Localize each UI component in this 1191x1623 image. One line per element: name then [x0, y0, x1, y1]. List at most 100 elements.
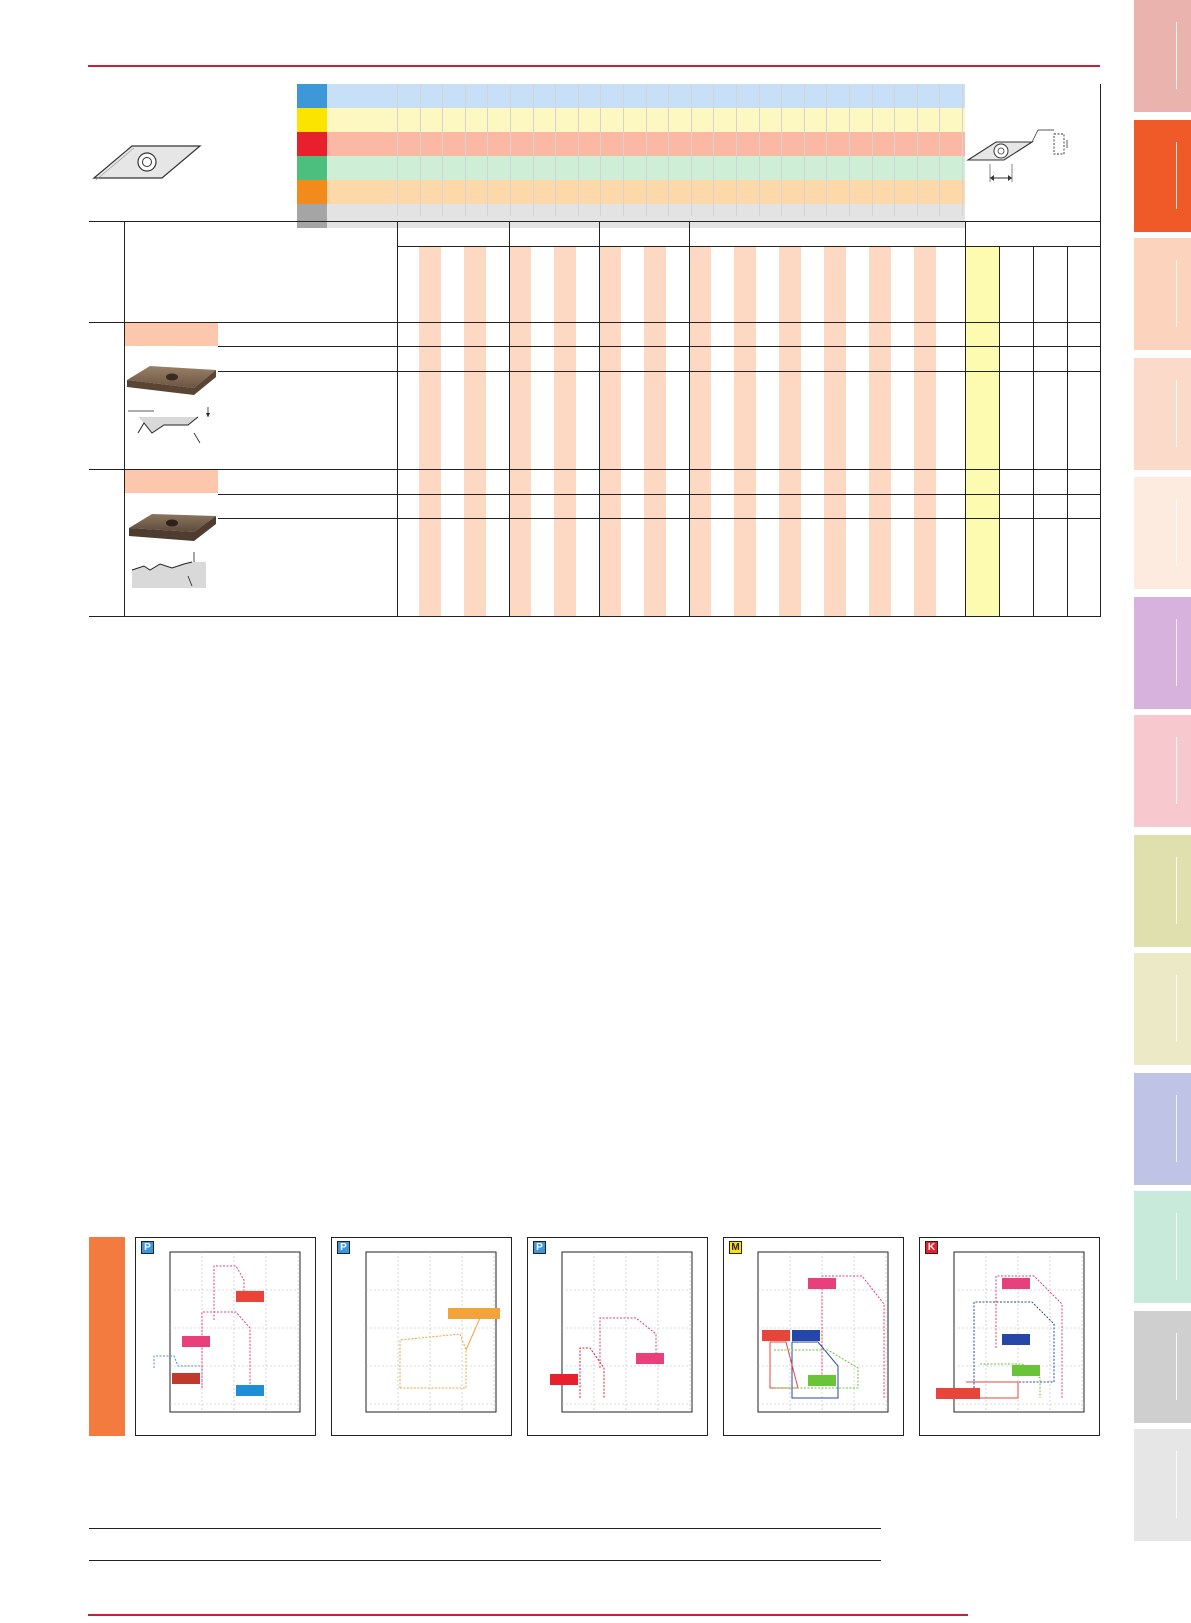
- band-grid-line: [736, 84, 737, 216]
- material-code: K: [297, 145, 298, 146]
- insert-photo-1: [127, 366, 216, 395]
- tab-icon: [1176, 142, 1177, 209]
- range-panel-3: P: [527, 1237, 708, 1436]
- cond-col-2: [1033, 246, 1034, 616]
- cutting-profile-2: [131, 552, 206, 588]
- range-panel-2: P: [331, 1237, 512, 1436]
- tab-icon: [1176, 975, 1177, 1042]
- range-chart: [365, 1251, 500, 1413]
- side-tab-3: [1134, 238, 1191, 350]
- tab-icon: [1176, 1213, 1177, 1280]
- band-grid-line: [397, 84, 398, 216]
- bottom-rule: [88, 1614, 968, 1616]
- material-code: N: [297, 169, 298, 170]
- group2-row2-line: [218, 518, 1101, 519]
- band-grid-line: [872, 84, 873, 216]
- stripe-column: [644, 246, 666, 616]
- band-grid-line: [578, 84, 579, 216]
- band-grid-line: [759, 84, 760, 216]
- side-tab-5: [1134, 477, 1191, 589]
- side-tab-6: [1134, 597, 1191, 709]
- side-tab-13: [1134, 1429, 1191, 1541]
- tab-icon: [1176, 619, 1177, 686]
- table-bottom-line: [89, 616, 1101, 617]
- stripe-column: [509, 246, 531, 616]
- range-chart: [757, 1251, 889, 1413]
- footer-rule-1: [89, 1528, 881, 1529]
- panel-badge: P: [337, 1241, 350, 1254]
- side-tab-1: [1134, 0, 1191, 112]
- band-grid-line: [668, 84, 669, 216]
- material-code: H: [297, 217, 298, 218]
- stripe-column: [464, 246, 486, 616]
- side-tab-12: [1134, 1311, 1191, 1423]
- tab-icon: [1176, 1451, 1177, 1518]
- group-divider-2: [599, 221, 600, 616]
- band-grid-line: [600, 84, 601, 216]
- cond-col-1: [999, 246, 1000, 616]
- group-divider-1: [509, 221, 510, 616]
- band-grid-line: [487, 84, 488, 216]
- panel-badge: M: [729, 1241, 742, 1254]
- stripe-column: [554, 246, 576, 616]
- group-divider-4: [965, 221, 966, 616]
- tab-icon: [1176, 737, 1177, 804]
- insert-shape-icon: [92, 145, 202, 181]
- tab-icon: [1176, 1095, 1177, 1162]
- group-divider-3: [689, 221, 690, 616]
- range-chart: [550, 1251, 693, 1413]
- band-grid-line: [510, 84, 511, 216]
- top-rule: [88, 65, 1100, 67]
- tab-icon: [1176, 380, 1177, 447]
- section-orange-bar: [89, 1237, 125, 1436]
- range-chart: [153, 1251, 301, 1413]
- tab-icon: [1176, 499, 1177, 566]
- material-code: M: [297, 121, 298, 122]
- side-tab-4: [1134, 358, 1191, 470]
- highlight-column: [965, 246, 999, 616]
- material-swatch-h: H: [297, 204, 327, 228]
- group1-row1-line: [218, 346, 1101, 347]
- cutting-profile-1: [128, 407, 218, 449]
- first-col-line: [124, 221, 125, 616]
- tab-icon: [1176, 1333, 1177, 1400]
- stripe-column: [779, 246, 801, 616]
- stripe-column: [869, 246, 891, 616]
- band-grid-line: [420, 84, 421, 216]
- material-swatch-m: M: [297, 108, 327, 132]
- tab-icon: [1176, 22, 1177, 89]
- band-grid-line: [691, 84, 692, 216]
- band-grid-line: [781, 84, 782, 216]
- material-code: S: [297, 193, 298, 194]
- panel-badge: K: [925, 1241, 938, 1254]
- right-border-line: [1100, 84, 1101, 616]
- material-swatch-p: P: [297, 84, 327, 108]
- cond-col-3: [1067, 246, 1068, 616]
- stripe-column: [914, 246, 936, 616]
- side-tab-11: [1134, 1191, 1191, 1303]
- material-code: P: [297, 97, 298, 98]
- range-panel-5: K: [919, 1237, 1100, 1436]
- band-grid-line: [713, 84, 714, 216]
- stripe-column: [419, 246, 441, 616]
- insert-dimension-icon: [966, 129, 1068, 182]
- range-chart: [936, 1251, 1085, 1413]
- group2-row1-line: [218, 494, 1101, 495]
- material-swatch-s: S: [297, 180, 327, 204]
- chipbreaker-label-1: [125, 322, 218, 346]
- header-subline: [397, 246, 1101, 247]
- band-grid-line: [849, 84, 850, 216]
- range-panel-1: P: [135, 1237, 316, 1436]
- band-grid-line: [894, 84, 895, 216]
- side-tab-2: [1134, 120, 1191, 232]
- footer-rule-2: [89, 1560, 881, 1561]
- panel-badge: P: [533, 1241, 546, 1254]
- tab-icon: [1176, 260, 1177, 327]
- side-tab-9: [1134, 953, 1191, 1065]
- material-swatch-k: K: [297, 132, 327, 156]
- group1-top-line: [89, 322, 1101, 323]
- stripe-column: [599, 246, 621, 616]
- side-tab-8: [1134, 835, 1191, 947]
- panel-badge: P: [141, 1241, 154, 1254]
- band-grid-line: [962, 84, 963, 216]
